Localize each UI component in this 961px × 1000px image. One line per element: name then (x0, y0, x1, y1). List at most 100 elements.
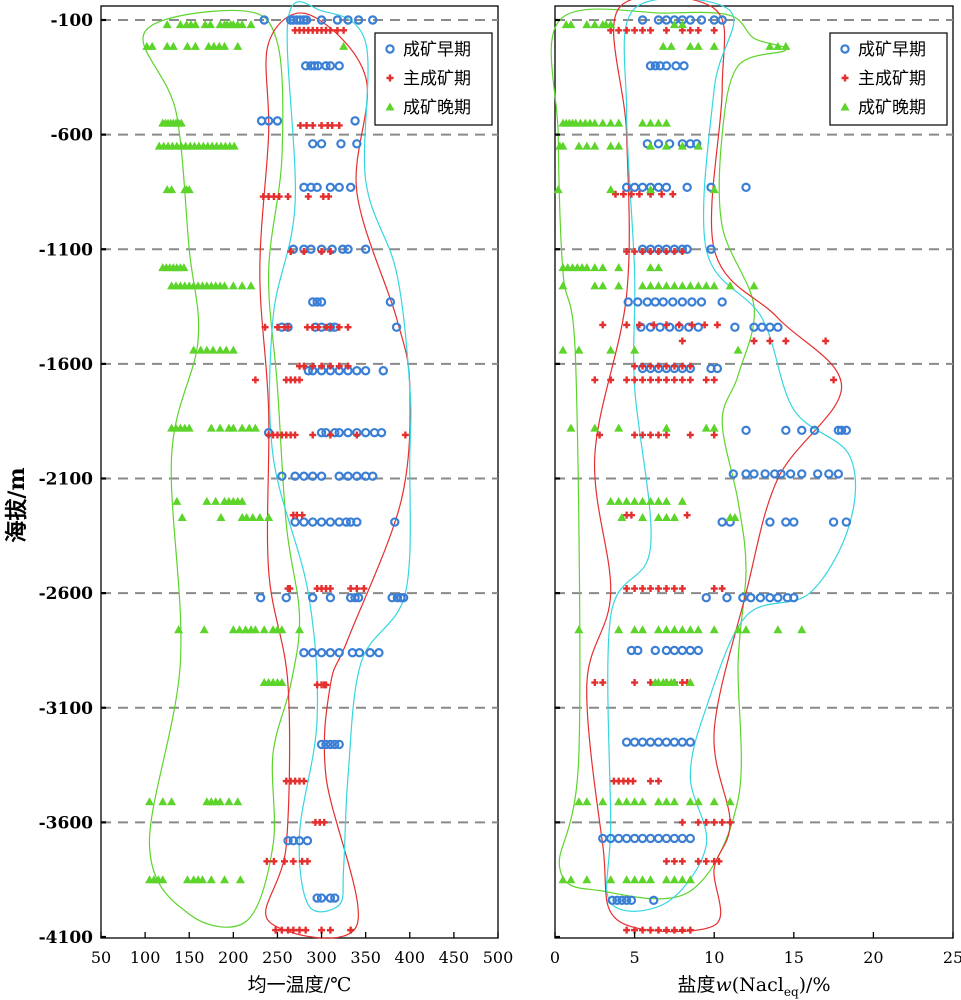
data-point (290, 517, 300, 527)
data-point (781, 425, 791, 436)
data-point (622, 496, 632, 505)
data-point (615, 26, 623, 34)
data-point (627, 190, 635, 198)
data-point (683, 511, 691, 519)
data-point (289, 857, 297, 865)
data-point (147, 41, 157, 50)
data-point (182, 875, 192, 884)
data-point (623, 248, 631, 256)
data-point (614, 797, 624, 806)
y-tick-label: -100 (50, 11, 93, 31)
x-tick-label: 15 (784, 948, 804, 967)
data-point (678, 585, 686, 593)
data-point (685, 875, 695, 884)
data-point (702, 376, 710, 384)
data-point (828, 517, 839, 527)
data-point (662, 585, 670, 593)
data-point (622, 875, 632, 884)
data-point (312, 297, 322, 307)
data-point (693, 797, 703, 806)
data-point (598, 118, 608, 127)
data-point (228, 345, 238, 354)
data-point (669, 20, 679, 29)
data-point (273, 323, 281, 331)
data-point (326, 926, 334, 934)
data-point (662, 321, 670, 329)
legend-marker (840, 44, 850, 54)
data-point (623, 585, 631, 593)
data-point (344, 362, 352, 370)
data-point (670, 376, 678, 384)
data-point (661, 797, 671, 806)
data-point (833, 469, 844, 479)
data-point (647, 926, 655, 934)
data-point (685, 833, 696, 844)
x-axis-label-text: )/% (799, 974, 831, 996)
x-tick-label: 10 (704, 948, 724, 967)
data-point (654, 431, 662, 439)
data-point (661, 182, 672, 193)
data-point (630, 345, 640, 354)
data-point (635, 321, 643, 329)
y-tick-label: -3100 (39, 699, 94, 719)
data-point (316, 739, 327, 750)
data-point (630, 797, 640, 806)
data-point (179, 263, 189, 272)
data-point (316, 427, 327, 438)
x-tick-label: 20 (863, 948, 883, 967)
data-point (730, 512, 740, 521)
data-point (694, 857, 702, 865)
data-point (318, 362, 326, 370)
data-point (211, 496, 221, 505)
data-point (582, 875, 592, 884)
shared-y-axis: -100 -600 -1100 -1600 -2100 -2600 -3100 -3600 -4… (39, 11, 94, 948)
data-point (322, 681, 330, 689)
data-point (661, 141, 671, 150)
data-point (591, 376, 599, 384)
data-point (639, 26, 647, 34)
data-point (300, 362, 308, 370)
data-point (701, 593, 711, 603)
data-point (614, 118, 624, 127)
data-point (629, 777, 637, 785)
data-point (614, 496, 624, 505)
data-point (619, 190, 627, 198)
data-point (309, 362, 317, 370)
data-point (710, 376, 718, 384)
data-point (312, 893, 322, 903)
data-point (334, 61, 344, 71)
data-point (773, 322, 783, 332)
data-point (662, 362, 670, 370)
legend-marker (841, 74, 849, 82)
data-point (220, 875, 230, 884)
data-point (658, 41, 668, 50)
data-point (325, 593, 336, 603)
data-point (606, 496, 616, 505)
data-point (308, 297, 318, 307)
data-point (670, 926, 678, 934)
data-point (202, 496, 212, 505)
data-point (385, 297, 396, 307)
data-point (647, 26, 655, 34)
data-point (398, 593, 409, 603)
data-point (590, 423, 600, 432)
data-point (300, 777, 308, 785)
data-point (338, 244, 348, 254)
legend-entry: 主成矿期 (403, 69, 471, 89)
data-point (235, 625, 245, 634)
data-point (646, 185, 656, 194)
data-point (678, 376, 686, 384)
data-point (685, 797, 695, 806)
data-point (686, 431, 694, 439)
data-point (649, 895, 659, 906)
data-point (308, 471, 318, 481)
data-point (710, 818, 718, 826)
data-point (558, 345, 568, 354)
data-point (670, 857, 678, 865)
data-point (228, 625, 238, 634)
data-point (189, 345, 199, 354)
x-axis-label: 盐度w(Nacleq)/% (677, 974, 830, 999)
data-point (360, 585, 368, 593)
data-point (350, 116, 360, 126)
